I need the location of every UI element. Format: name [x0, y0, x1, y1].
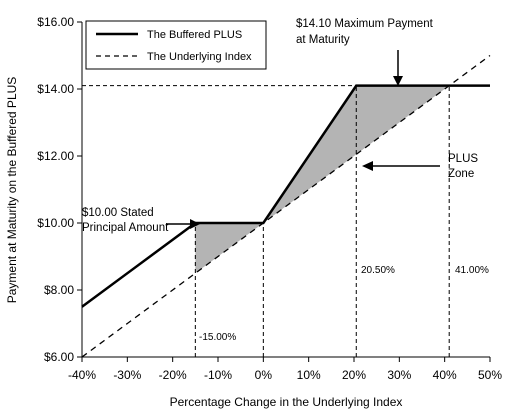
arrow-stated-principal-head	[190, 219, 200, 229]
y-tick-label-5: $16.00	[37, 15, 74, 29]
x-tick-label-7: 30%	[387, 368, 411, 382]
shaded-regions	[195, 85, 450, 274]
legend-label-buffered-plus: The Buffered PLUS	[147, 29, 242, 41]
x-tick-label-1: -30%	[113, 368, 141, 382]
annotation-label-neg15: -15.00%	[199, 332, 236, 343]
legend-box	[85, 20, 267, 70]
y-tick-label-2: $10.00	[37, 216, 74, 230]
x-tick-label-6: 20%	[342, 368, 366, 382]
x-axis-title: Percentage Change in the Underlying Inde…	[170, 395, 403, 409]
x-tick-label-9: 50%	[478, 368, 502, 382]
y-tick-label-0: $6.00	[44, 350, 74, 364]
arrow-max-payment-head	[393, 76, 403, 86]
y-axis-title: Payment at Maturity on the Buffered PLUS	[5, 77, 19, 304]
annotation-plus-zone-line2: Zone	[448, 168, 474, 180]
x-tick-label-5: 10%	[297, 368, 321, 382]
annotations: $14.10 Maximum Payment at Maturity PLUS …	[82, 18, 489, 343]
x-tick-label-0: -40%	[68, 368, 96, 382]
y-tick-labels: $6.00 $8.00 $10.00 $12.00 $14.00 $16.00	[37, 15, 74, 364]
series-lines	[81, 54, 491, 358]
x-tick-label-4: 0%	[255, 368, 273, 382]
y-tick-label-4: $14.00	[37, 82, 74, 96]
annotation-max-payment-line1: $14.10 Maximum Payment	[296, 18, 434, 30]
legend-label-underlying-index: The Underlying Index	[147, 51, 252, 63]
reference-lines	[82, 85, 450, 357]
x-tick-label-2: -20%	[159, 368, 187, 382]
x-tick-label-8: 40%	[433, 368, 457, 382]
annotation-label-20-5: 20.50%	[361, 265, 395, 276]
legend: The Buffered PLUS The Underlying Index	[85, 20, 267, 70]
x-tick-labels: -40% -30% -20% -10% 0% 10% 20% 30% 40% 50%	[68, 368, 502, 382]
shaded-region-0	[195, 223, 264, 274]
shaded-region-1	[263, 85, 450, 224]
annotation-label-41: 41.00%	[455, 265, 489, 276]
arrow-plus-zone-head	[362, 161, 373, 171]
series-line-1	[81, 54, 491, 358]
y-tick-label-1: $8.00	[44, 283, 74, 297]
y-tick-label-3: $12.00	[37, 149, 74, 163]
annotation-plus-zone-line1: PLUS	[448, 153, 478, 165]
annotation-stated-principal-line2: Principal Amount	[82, 222, 169, 234]
annotation-max-payment-line2: at Maturity	[296, 34, 350, 46]
annotation-stated-principal-line1: $10.00 Stated	[82, 207, 154, 219]
x-tick-label-3: -10%	[204, 368, 232, 382]
axes	[77, 21, 491, 362]
